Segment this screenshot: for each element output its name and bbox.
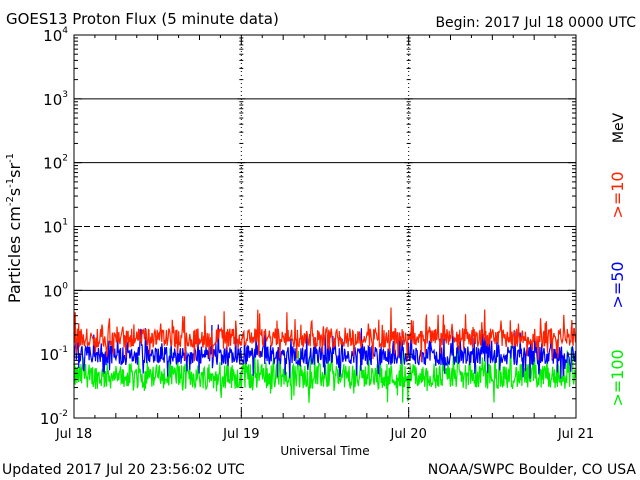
y-tick-label: 10-1 — [40, 345, 68, 364]
x-tick-label: Jul 20 — [389, 427, 426, 442]
series-line — [73, 307, 577, 362]
series-line — [73, 324, 577, 379]
y-tick-exponent: -2 — [59, 409, 68, 419]
x-tick-labels: Jul 18 Jul 19 Jul 20 Jul 21 — [55, 427, 594, 442]
plot-axes — [73, 34, 577, 419]
x-axis-label: Universal Time — [280, 444, 369, 458]
ylabel-part: sr — [5, 163, 24, 178]
y-tick-label: 102 — [43, 154, 68, 173]
ylabel-sup: -1 — [5, 153, 16, 163]
begin-time: Begin: 2017 Jul 18 0000 UTC — [435, 15, 636, 31]
y-tick-label: 103 — [43, 90, 68, 109]
y-tick-base: 10 — [43, 282, 62, 300]
y-tick-exponent: 2 — [62, 154, 68, 164]
y-tick-label: 101 — [43, 218, 68, 237]
ylabel-sup: -2 — [5, 196, 16, 206]
x-tick-label: Jul 18 — [55, 427, 92, 442]
source-credit: NOAA/SWPC Boulder, CO USA — [428, 462, 637, 478]
y-tick-label: 104 — [43, 26, 68, 45]
ylabel-part: Particles cm — [5, 206, 24, 303]
y-tick-base: 10 — [40, 346, 59, 364]
y-tick-label: 100 — [43, 281, 68, 300]
ylabel-sup: -1 — [5, 178, 16, 188]
legend-series-ge100: >=100 — [608, 349, 627, 406]
y-tick-base: 10 — [43, 27, 62, 45]
y-tick-exponent: 0 — [62, 281, 68, 291]
chart-title: GOES13 Proton Flux (5 minute data) — [6, 10, 279, 28]
y-tick-base: 10 — [43, 155, 62, 173]
y-tick-exponent: 3 — [62, 90, 68, 100]
y-axis-label: Particles cm-2s-1sr-1 — [5, 153, 24, 303]
y-tick-exponent: 1 — [62, 218, 68, 228]
plot-grid — [74, 35, 576, 418]
legend-series-ge10: >=10 — [608, 171, 627, 218]
y-tick-base: 10 — [43, 91, 62, 109]
x-tick-label: Jul 19 — [222, 427, 259, 442]
y-tick-exponent: -1 — [59, 345, 68, 355]
x-tick-label: Jul 21 — [557, 427, 594, 442]
y-tick-base: 10 — [40, 410, 59, 428]
y-tick-label: 10-2 — [40, 409, 68, 428]
updated-time: Updated 2017 Jul 20 23:56:02 UTC — [2, 462, 245, 478]
legend-series-ge50: >=50 — [608, 261, 627, 308]
ylabel-part: s — [5, 188, 24, 196]
legend-units-mev: MeV — [611, 112, 627, 143]
y-tick-base: 10 — [43, 219, 62, 237]
y-tick-exponent: 4 — [62, 26, 68, 36]
series-group — [73, 307, 577, 403]
